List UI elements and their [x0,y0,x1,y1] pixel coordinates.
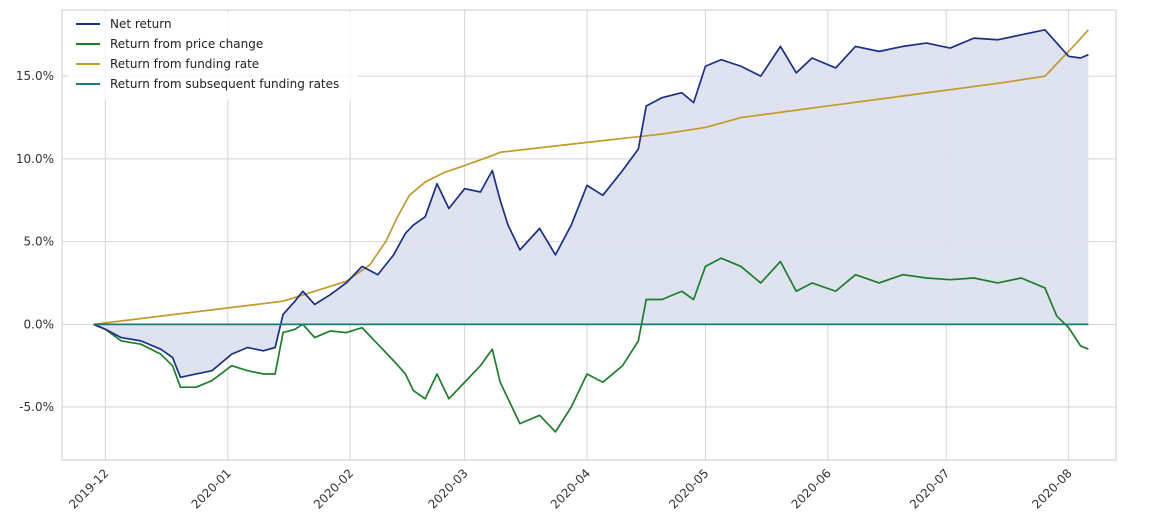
net-return-area [93,29,1089,378]
series-line-net [93,29,1089,379]
y-tick-label: 10.0% [16,152,54,166]
legend-label-subsequent-funding: Return from subsequent funding rates [110,77,339,91]
series-lines [93,29,1090,433]
series-line-funding [93,29,1090,326]
y-axis-tick-labels: -5.0% 0.0% 5.0% 10.0% 15.0% [16,69,54,414]
legend-label-funding-rate: Return from funding rate [110,57,259,71]
legend-label-price-change: Return from price change [110,37,263,51]
y-tick-label: 5.0% [24,235,55,249]
series-line-price [93,257,1089,433]
legend-label-net-return: Net return [110,17,172,31]
legend: Net return Return from price change Retu… [68,12,358,100]
net-return-fill [93,29,1089,378]
legend-box [68,12,358,100]
y-tick-label: -5.0% [19,400,54,414]
y-tick-label: 0.0% [24,317,55,331]
y-tick-label: 15.0% [16,69,54,83]
